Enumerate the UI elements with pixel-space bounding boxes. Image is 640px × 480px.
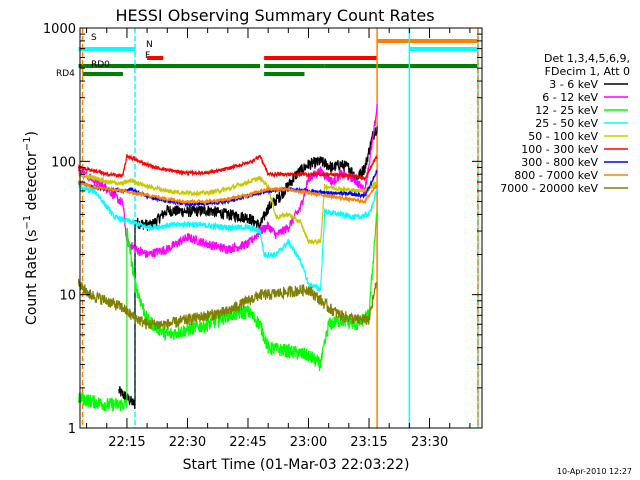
series-line	[118, 126, 378, 409]
series-line	[77, 168, 378, 208]
series-line	[77, 170, 378, 246]
mode-change-lines	[81, 28, 479, 428]
x-axis-label: Start Time (01-Mar-03 22:03:22)	[183, 457, 410, 473]
y-tick-label: 1000	[43, 22, 76, 37]
legend-label: 7000 - 20000 keV	[500, 182, 598, 195]
legend-label: 300 - 800 keV	[521, 156, 598, 169]
timestamp: 10-Apr-2010 12:27	[557, 467, 632, 476]
legend-label: 100 - 300 keV	[521, 143, 598, 156]
legend-header: FDecim 1, Att 0	[545, 65, 630, 78]
y-tick-label: 10	[59, 289, 76, 304]
x-tick-label: 22:45	[229, 435, 266, 450]
legend: Det 1,3,4,5,6,9,FDecim 1, Att 03 - 6 keV…	[500, 52, 630, 195]
legend-label: 50 - 100 keV	[528, 130, 598, 143]
series-line	[77, 210, 378, 412]
flag-label: F	[145, 51, 150, 61]
flag-labels: S NF RD0 RD4	[56, 33, 153, 79]
x-tick-label: 22:15	[108, 435, 145, 450]
series-line	[77, 180, 378, 206]
series-line	[77, 153, 378, 182]
chart-title: HESSI Observing Summary Count Rates	[115, 6, 434, 25]
flag-label: N	[146, 40, 153, 50]
legend-label: 12 - 25 keV	[535, 104, 598, 117]
axes: 1 10 100 1000 22:15 22:30 22:45 23:00 23:15 23:30	[43, 22, 482, 450]
flag-label: RD0	[91, 60, 110, 70]
flag-label: S	[91, 33, 97, 43]
y-axis-label: Count Rate (s−1 detector−1)	[22, 131, 40, 325]
x-tick-label: 23:15	[350, 435, 387, 450]
series-line	[77, 278, 378, 331]
plot-frame	[79, 27, 483, 429]
series-group	[77, 104, 378, 412]
legend-label: 25 - 50 keV	[535, 117, 598, 130]
x-tick-label: 23:30	[411, 435, 448, 450]
flag-label: RD4	[56, 69, 75, 79]
x-tick-label: 23:00	[290, 435, 327, 450]
y-tick-label: 1	[68, 422, 76, 437]
legend-label: 3 - 6 keV	[549, 78, 598, 91]
legend-label: 6 - 12 keV	[542, 91, 598, 104]
series-line	[77, 104, 378, 259]
series-line	[78, 182, 378, 293]
x-tick-label: 22:30	[169, 435, 206, 450]
legend-header: Det 1,3,4,5,6,9,	[544, 52, 630, 65]
y-tick-label: 100	[51, 155, 76, 170]
flag-bars	[78, 39, 478, 76]
legend-label: 800 - 7000 keV	[514, 169, 598, 182]
